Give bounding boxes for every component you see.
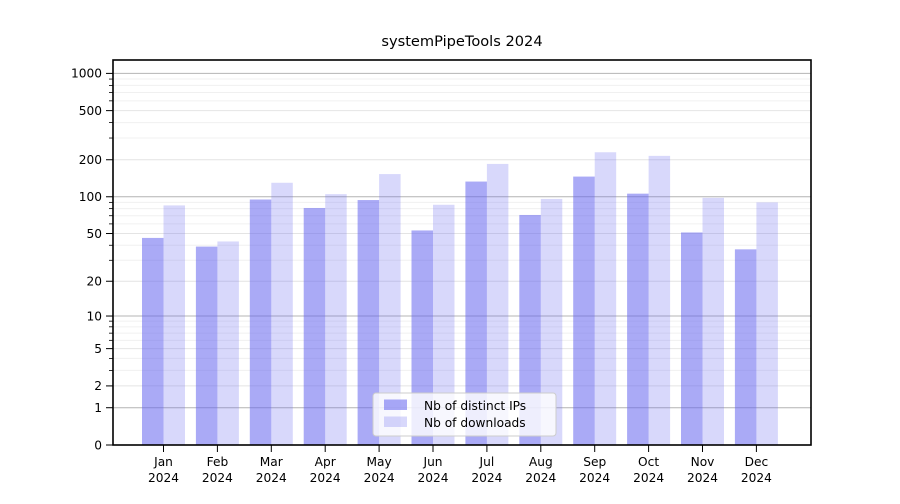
y-tick-label: 200 [79, 153, 102, 167]
bar-ips-mar [249, 199, 272, 445]
bar-downloads-mar [271, 182, 293, 446]
y-tick-label: 50 [86, 227, 102, 241]
bar-downloads-oct [648, 155, 671, 445]
x-tick-label: Dec [745, 455, 769, 469]
bar-downloads-aug [540, 198, 563, 445]
x-tick-label: Feb [207, 455, 229, 469]
bar-downloads-jul [486, 163, 509, 445]
x-tick-label: Nov [691, 455, 715, 469]
y-tick-label: 100 [79, 190, 102, 204]
x-tick-label: Sep [583, 455, 606, 469]
axes: 0 1 2 5 10 20 50 100 200 500 1000 Jan 2024 Feb 2024 Mar… [71, 59, 812, 485]
x-tick-label: 2024 [364, 471, 395, 485]
x-tick-label: May [366, 455, 391, 469]
x-tick-label: Apr [315, 455, 337, 469]
bar-downloads-jun [433, 204, 455, 445]
bar-downloads-nov [702, 197, 724, 445]
y-tick-label: 500 [79, 104, 102, 118]
bar-ips-jun [411, 230, 433, 445]
bar-downloads-dec [756, 202, 778, 445]
x-tick-label: Jan [153, 455, 173, 469]
x-tick-label: 2024 [202, 471, 233, 485]
legend-label: Nb of downloads [424, 416, 526, 430]
legend-label: Nb of distinct IPs [424, 399, 526, 413]
bar-ips-sep [573, 176, 595, 445]
x-tick-label: Aug [529, 455, 553, 469]
bar-downloads-apr [325, 194, 347, 445]
x-tick-label: 2024 [310, 471, 341, 485]
y-tick-label: 0 [94, 438, 102, 452]
x-tick-label: 2024 [579, 471, 610, 485]
bar-ips-may [357, 200, 380, 445]
bar-ips-feb [195, 246, 218, 445]
y-tick-label: 20 [86, 275, 102, 289]
legend-swatch-ips [384, 399, 407, 410]
x-tick-label: 2024 [256, 471, 287, 485]
bar-downloads-may [379, 174, 401, 445]
y-tick-label: 1 [94, 401, 102, 415]
x-tick-label: 2024 [525, 471, 556, 485]
x-tick-label: Jul [479, 455, 495, 469]
bar-ips-nov [681, 232, 703, 445]
y-tick-label: 5 [94, 342, 102, 356]
bar-downloads-jan [163, 205, 185, 445]
bar-ips-jul [465, 181, 487, 445]
x-tick-label: Jun [422, 455, 442, 469]
legend-box [372, 392, 557, 437]
x-tick-label: 2024 [417, 471, 448, 485]
bar-ips-jan [142, 237, 164, 445]
bar-ips-oct [627, 193, 649, 445]
legend: Nb of distinct IPs Nb of downloads [372, 392, 557, 437]
bar-ips-dec [734, 249, 757, 445]
bar-ips-apr [303, 207, 326, 445]
bars [142, 152, 778, 446]
bar-ips-aug [519, 214, 541, 445]
x-tick-label: Mar [260, 455, 284, 469]
bar-downloads-feb [217, 241, 239, 445]
x-tick-label: 2024 [471, 471, 502, 485]
y-tick-label: 10 [86, 309, 102, 323]
chart-title: systemPipeTools 2024 [381, 33, 542, 50]
y-tick-label: 2 [94, 379, 102, 393]
bar-downloads-sep [594, 152, 617, 445]
x-tick-label: Oct [638, 455, 659, 469]
y-tick-label: 1000 [71, 67, 102, 81]
x-tick-label: 2024 [687, 471, 718, 485]
legend-swatch-downloads [384, 416, 407, 427]
x-tick-label: 2024 [741, 471, 772, 485]
x-tick-label: 2024 [148, 471, 179, 485]
x-tick-label: 2024 [633, 471, 664, 485]
plot-frame [112, 59, 812, 446]
